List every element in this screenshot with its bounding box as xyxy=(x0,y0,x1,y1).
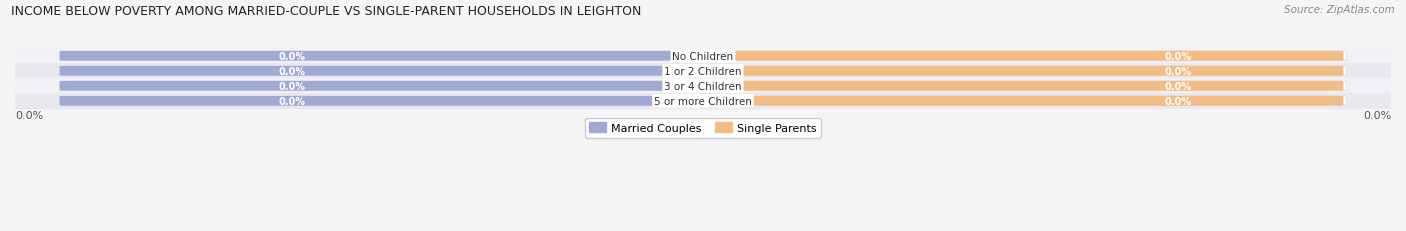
Text: 3 or 4 Children: 3 or 4 Children xyxy=(664,82,742,91)
FancyBboxPatch shape xyxy=(696,67,1343,76)
Bar xyxy=(15,49,1391,64)
FancyBboxPatch shape xyxy=(696,82,1343,91)
Text: 0.0%: 0.0% xyxy=(278,96,305,106)
Text: 1 or 2 Children: 1 or 2 Children xyxy=(664,67,742,76)
Text: 0.0%: 0.0% xyxy=(1164,82,1191,91)
Text: 0.0%: 0.0% xyxy=(278,67,305,76)
FancyBboxPatch shape xyxy=(59,82,707,91)
FancyBboxPatch shape xyxy=(59,52,707,61)
Text: Source: ZipAtlas.com: Source: ZipAtlas.com xyxy=(1284,5,1395,15)
Text: INCOME BELOW POVERTY AMONG MARRIED-COUPLE VS SINGLE-PARENT HOUSEHOLDS IN LEIGHTO: INCOME BELOW POVERTY AMONG MARRIED-COUPL… xyxy=(11,5,641,18)
FancyBboxPatch shape xyxy=(59,82,1347,91)
Text: 0.0%: 0.0% xyxy=(1164,96,1191,106)
FancyBboxPatch shape xyxy=(59,97,707,106)
FancyBboxPatch shape xyxy=(696,52,1343,61)
Text: No Children: No Children xyxy=(672,52,734,61)
Bar xyxy=(15,64,1391,79)
Text: 0.0%: 0.0% xyxy=(1164,67,1191,76)
Text: 0.0%: 0.0% xyxy=(1164,52,1191,61)
Bar xyxy=(15,79,1391,94)
FancyBboxPatch shape xyxy=(696,97,1343,106)
Text: 0.0%: 0.0% xyxy=(15,110,44,120)
FancyBboxPatch shape xyxy=(59,52,1347,61)
Legend: Married Couples, Single Parents: Married Couples, Single Parents xyxy=(585,119,821,138)
FancyBboxPatch shape xyxy=(59,97,1347,106)
FancyBboxPatch shape xyxy=(59,67,1347,76)
Text: 0.0%: 0.0% xyxy=(1362,110,1391,120)
Text: 0.0%: 0.0% xyxy=(278,82,305,91)
Text: 0.0%: 0.0% xyxy=(278,52,305,61)
Bar xyxy=(15,94,1391,109)
FancyBboxPatch shape xyxy=(59,67,707,76)
Text: 5 or more Children: 5 or more Children xyxy=(654,96,752,106)
